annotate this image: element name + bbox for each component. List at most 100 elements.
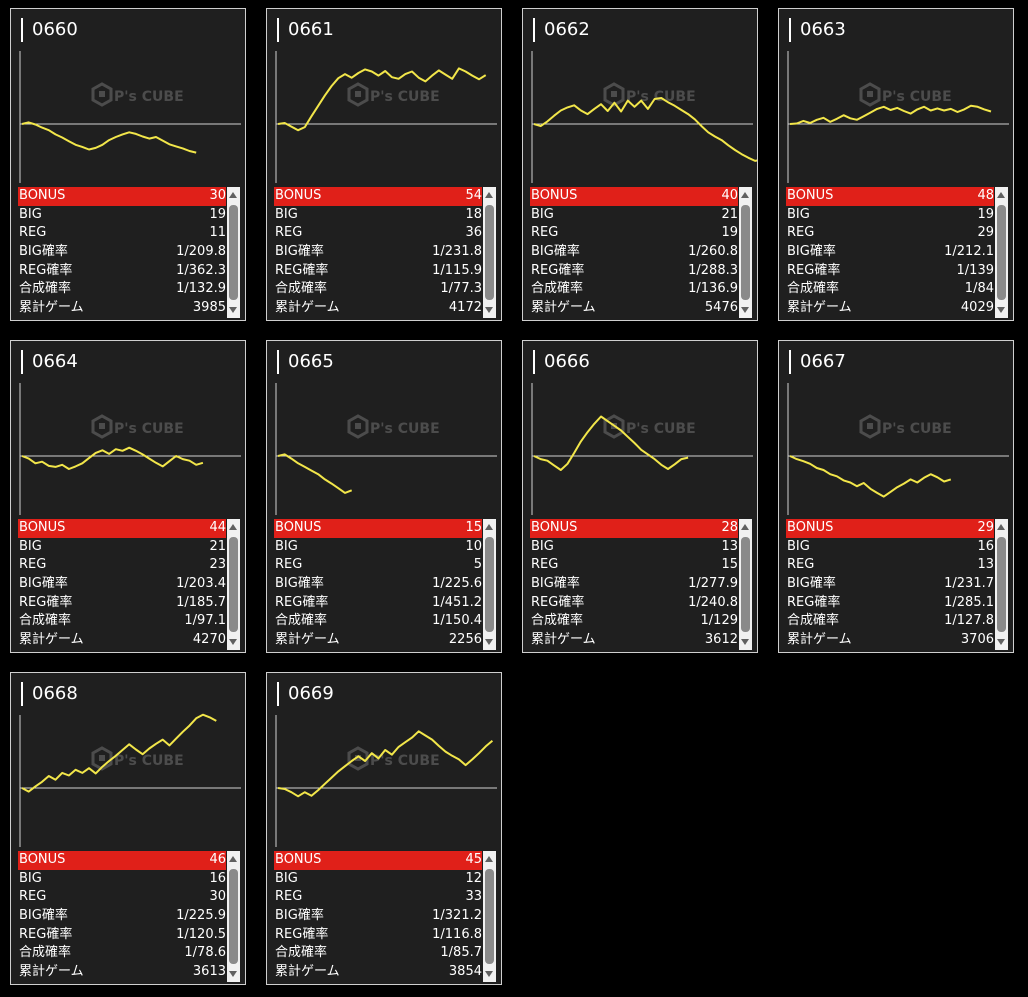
combined-rate-label: 合成確率 (275, 613, 328, 629)
combined-rate-row: 合成確率 1/127.8 (786, 612, 994, 631)
machine-card[interactable]: 0665 P's CUBE BONUS 15 BIG 10 REG 5 BIG確率 1/… (266, 340, 502, 653)
scroll-down-arrow-icon[interactable] (741, 307, 749, 313)
watermark-logo: P's CUBE (603, 414, 696, 439)
reg-rate-row: REG確率 1/115.9 (274, 262, 482, 281)
scrollbar-thumb[interactable] (229, 537, 238, 632)
scroll-down-arrow-icon[interactable] (997, 307, 1005, 313)
stats-scrollbar[interactable] (483, 187, 496, 318)
scrollbar-thumb[interactable] (485, 869, 494, 964)
scroll-up-arrow-icon[interactable] (997, 192, 1005, 198)
stats-table: BONUS 30 BIG 19 REG 11 BIG確率 1/209.8 REG確率 1/… (18, 187, 226, 318)
reg-rate-label: REG確率 (19, 594, 73, 610)
scroll-up-arrow-icon[interactable] (997, 524, 1005, 530)
stats-scrollbar[interactable] (227, 851, 240, 982)
reg-value: 33 (465, 889, 482, 905)
reg-label: REG (787, 225, 815, 241)
machine-card[interactable]: 0669 P's CUBE BONUS 45 BIG 12 REG 33 BIG確率 1… (266, 672, 502, 985)
big-rate-label: BIG確率 (275, 908, 324, 924)
total-games-row: 累計ゲーム 3613 (18, 963, 226, 982)
combined-rate-label: 合成確率 (531, 281, 584, 297)
machine-number: 0667 (789, 350, 846, 374)
watermark-logo: P's CUBE (347, 82, 440, 107)
reg-rate-value: 1/240.8 (688, 594, 738, 610)
machine-card[interactable]: 0661 P's CUBE BONUS 54 BIG 18 REG 36 BIG確率 1… (266, 8, 502, 321)
reg-row: REG 30 (18, 888, 226, 907)
scroll-up-arrow-icon[interactable] (229, 524, 237, 530)
machine-number: 0660 (21, 18, 78, 42)
big-label: BIG (275, 206, 298, 222)
scroll-down-arrow-icon[interactable] (741, 639, 749, 645)
scrollbar-thumb[interactable] (485, 537, 494, 632)
scroll-down-arrow-icon[interactable] (229, 971, 237, 977)
scroll-down-arrow-icon[interactable] (997, 639, 1005, 645)
big-rate-value: 1/277.9 (688, 576, 738, 592)
machine-card[interactable]: 0666 P's CUBE BONUS 28 BIG 13 REG 15 BIG確率 1… (522, 340, 758, 653)
stats-scrollbar[interactable] (483, 519, 496, 650)
scroll-down-arrow-icon[interactable] (485, 971, 493, 977)
bonus-value: 30 (209, 188, 226, 203)
machine-card[interactable]: 0664 P's CUBE BONUS 44 BIG 21 REG 23 BIG確率 1… (10, 340, 246, 653)
trend-line (789, 104, 992, 125)
watermark-text: P's CUBE (370, 89, 440, 105)
scrollbar-thumb[interactable] (997, 205, 1006, 300)
machine-card[interactable]: 0667 P's CUBE BONUS 29 BIG 16 REG 13 BIG確率 1… (778, 340, 1014, 653)
combined-rate-row: 合成確率 1/129 (530, 612, 738, 631)
scrollbar-thumb[interactable] (741, 537, 750, 632)
stats-scrollbar[interactable] (227, 187, 240, 318)
scroll-up-arrow-icon[interactable] (485, 856, 493, 862)
payout-graph: P's CUBE (275, 383, 497, 515)
stats-scrollbar[interactable] (995, 187, 1008, 318)
machine-card[interactable]: 0668 P's CUBE BONUS 46 BIG 16 REG 30 BIG確率 1… (10, 672, 246, 985)
reg-value: 19 (721, 225, 738, 241)
cube-icon (859, 414, 881, 439)
bonus-value: 48 (977, 188, 994, 203)
watermark-text: P's CUBE (882, 421, 952, 437)
scrollbar-thumb[interactable] (229, 205, 238, 300)
big-row: BIG 16 (18, 870, 226, 889)
reg-rate-value: 1/185.7 (176, 594, 226, 610)
scroll-down-arrow-icon[interactable] (485, 307, 493, 313)
machine-card[interactable]: 0660 P's CUBE BONUS 30 BIG 19 REG 11 BIG確率 1… (10, 8, 246, 321)
bonus-label: BONUS (531, 520, 578, 535)
machine-card[interactable]: 0663 P's CUBE BONUS 48 BIG 19 REG 29 BIG確率 1… (778, 8, 1014, 321)
total-games-value: 5476 (704, 300, 738, 316)
stats-scrollbar[interactable] (739, 187, 752, 318)
scrollbar-thumb[interactable] (485, 205, 494, 300)
scroll-down-arrow-icon[interactable] (229, 639, 237, 645)
big-rate-row: BIG確率 1/225.6 (274, 575, 482, 594)
scroll-down-arrow-icon[interactable] (229, 307, 237, 313)
scroll-down-arrow-icon[interactable] (485, 639, 493, 645)
stats-table: BONUS 45 BIG 12 REG 33 BIG確率 1/321.2 REG確率 1/… (274, 851, 482, 982)
reg-rate-row: REG確率 1/116.8 (274, 926, 482, 945)
scrollbar-thumb[interactable] (997, 537, 1006, 632)
scroll-up-arrow-icon[interactable] (485, 524, 493, 530)
scrollbar-thumb[interactable] (229, 869, 238, 964)
reg-rate-row: REG確率 1/288.3 (530, 262, 738, 281)
scrollbar-thumb[interactable] (741, 205, 750, 300)
scroll-up-arrow-icon[interactable] (229, 856, 237, 862)
total-games-row: 累計ゲーム 3985 (18, 299, 226, 318)
stats-scrollbar[interactable] (739, 519, 752, 650)
stats-scrollbar[interactable] (995, 519, 1008, 650)
total-games-label: 累計ゲーム (531, 632, 596, 648)
machine-card[interactable]: 0662 P's CUBE BONUS 40 BIG 21 REG 19 BIG確率 1… (522, 8, 758, 321)
scroll-up-arrow-icon[interactable] (485, 192, 493, 198)
stats-scrollbar[interactable] (483, 851, 496, 982)
bonus-row: BONUS 46 (18, 851, 226, 870)
reg-row: REG 15 (530, 556, 738, 575)
scroll-up-arrow-icon[interactable] (741, 524, 749, 530)
trend-line (277, 453, 353, 494)
combined-rate-label: 合成確率 (19, 281, 72, 297)
combined-rate-label: 合成確率 (787, 613, 840, 629)
stats-scrollbar[interactable] (227, 519, 240, 650)
combined-rate-row: 合成確率 1/132.9 (18, 280, 226, 299)
scroll-up-arrow-icon[interactable] (229, 192, 237, 198)
big-row: BIG 13 (530, 538, 738, 557)
combined-rate-row: 合成確率 1/136.9 (530, 280, 738, 299)
machine-number: 0664 (21, 350, 78, 374)
scroll-up-arrow-icon[interactable] (741, 192, 749, 198)
trend-line (21, 121, 197, 154)
total-games-value: 3706 (960, 632, 994, 648)
bonus-value: 45 (465, 852, 482, 867)
big-rate-value: 1/321.2 (432, 908, 482, 924)
